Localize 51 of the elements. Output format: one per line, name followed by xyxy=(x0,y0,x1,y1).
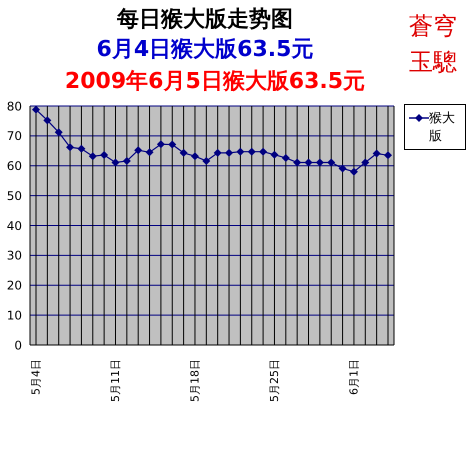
y-tick-label: 20 xyxy=(6,278,22,293)
point xyxy=(236,148,244,156)
point xyxy=(202,156,210,165)
y-tick-label: 40 xyxy=(6,218,22,233)
y-tick-label: 30 xyxy=(6,248,22,263)
point xyxy=(100,150,108,159)
x-tick-label: 5月4日 xyxy=(30,359,42,395)
point xyxy=(214,148,222,157)
point xyxy=(361,158,370,166)
point xyxy=(168,140,176,149)
legend-label: 猴大版 xyxy=(429,110,456,145)
point xyxy=(43,116,52,124)
chart-title: 每日猴大版走势图 xyxy=(116,6,294,34)
point xyxy=(338,164,347,172)
point xyxy=(122,156,131,165)
point xyxy=(32,106,40,114)
point xyxy=(384,151,392,160)
chart-subtitle: 6月4日猴大版63.5元 xyxy=(96,36,314,64)
point xyxy=(282,154,290,162)
x-tick-label: 5月11日 xyxy=(108,359,122,402)
point xyxy=(327,158,336,166)
point xyxy=(134,146,142,154)
y-tick-label: 10 xyxy=(6,308,22,322)
y-tick-label: 80 xyxy=(6,99,22,114)
point xyxy=(225,148,234,157)
point xyxy=(77,144,86,153)
point xyxy=(316,158,324,166)
text: 蒼穹玉驄 xyxy=(408,11,458,78)
point xyxy=(270,150,278,159)
point xyxy=(350,168,358,176)
y-tick-label: 50 xyxy=(6,188,22,203)
text: 2009年6月5日猴大版63.5元 xyxy=(64,68,366,96)
point xyxy=(88,152,97,160)
x-tick-label: 5月18日 xyxy=(188,359,202,402)
y-tick-label: 70 xyxy=(6,129,22,144)
point xyxy=(66,143,74,152)
x-tick-label: 5月25日 xyxy=(268,359,281,402)
point xyxy=(180,148,188,157)
point xyxy=(293,158,302,166)
point xyxy=(190,152,199,160)
point xyxy=(146,148,154,156)
point xyxy=(54,128,63,136)
y-tick-label: 60 xyxy=(6,159,22,174)
point xyxy=(304,158,313,166)
point xyxy=(248,148,256,156)
point xyxy=(372,150,381,158)
point xyxy=(156,140,165,148)
x-tick-label: 6月1日 xyxy=(347,359,360,395)
point xyxy=(111,158,120,166)
point xyxy=(259,148,268,156)
y-tick-label: 0 xyxy=(14,338,22,352)
